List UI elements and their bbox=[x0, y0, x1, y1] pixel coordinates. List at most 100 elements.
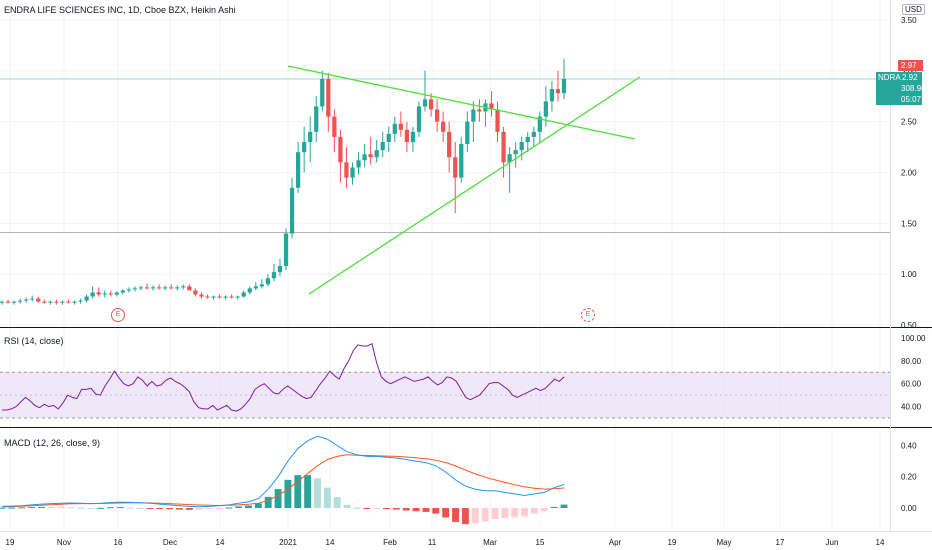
x-tick-label: 19 bbox=[668, 538, 677, 547]
candle-body bbox=[102, 293, 107, 295]
candle-body bbox=[199, 294, 204, 297]
candle-body bbox=[193, 290, 198, 295]
earnings-marker-1[interactable]: E bbox=[111, 308, 125, 322]
candle-body bbox=[138, 287, 144, 289]
candle-body bbox=[386, 133, 391, 142]
candle-body bbox=[561, 78, 567, 94]
macd-tick-label: 0.40 bbox=[901, 441, 917, 450]
macd-histogram-bar bbox=[0, 507, 6, 509]
macd-histogram-bar bbox=[18, 507, 26, 509]
macd-tick-label: 0.20 bbox=[901, 473, 917, 482]
x-tick-label: 11 bbox=[428, 538, 437, 547]
candle-body bbox=[18, 300, 23, 302]
macd-histogram-bar bbox=[254, 503, 262, 508]
candle-body bbox=[90, 292, 95, 297]
rsi-tick-label: 40.00 bbox=[901, 403, 922, 412]
candle-body bbox=[320, 78, 325, 107]
candle-body bbox=[537, 116, 542, 132]
candle-body bbox=[114, 292, 119, 295]
macd-histogram-bar bbox=[442, 508, 450, 518]
macd-histogram-bar bbox=[77, 507, 85, 509]
macd-histogram-bar bbox=[501, 508, 509, 519]
candle-body bbox=[356, 160, 361, 168]
candle-body bbox=[271, 272, 277, 279]
candle-body bbox=[235, 296, 240, 298]
x-tick-label: 14 bbox=[876, 538, 885, 547]
candle-body bbox=[501, 131, 506, 163]
candle-body bbox=[519, 142, 524, 151]
earnings-marker-2[interactable]: E bbox=[581, 308, 595, 322]
macd-histogram-bar bbox=[304, 475, 312, 508]
macd-histogram-bar bbox=[185, 508, 193, 510]
macd-signal-line bbox=[1, 454, 565, 508]
candle-body bbox=[72, 301, 77, 303]
macd-histogram-bar bbox=[136, 507, 144, 509]
candle-body bbox=[36, 298, 41, 302]
candle-body bbox=[211, 296, 216, 298]
macd-histogram-bar bbox=[323, 487, 331, 508]
macd-histogram-bar bbox=[452, 508, 459, 522]
candle-body bbox=[0, 301, 5, 303]
candle-body bbox=[441, 121, 446, 132]
candle-body bbox=[60, 301, 65, 303]
x-tick-label: 15 bbox=[536, 538, 545, 547]
change-percent-label: 308.98% bbox=[901, 84, 932, 93]
macd-histogram-bar bbox=[205, 508, 213, 510]
rsi-title: RSI (14, close) bbox=[4, 336, 64, 346]
candle-body bbox=[175, 287, 180, 289]
candle-body bbox=[507, 154, 512, 163]
macd-tick-label: 0.00 bbox=[901, 504, 917, 513]
macd-histogram-bar bbox=[550, 506, 558, 508]
candle-body bbox=[181, 286, 186, 288]
candle-body bbox=[434, 109, 440, 122]
candle-body bbox=[265, 278, 271, 285]
candle-body bbox=[126, 289, 132, 291]
candle-body bbox=[404, 129, 409, 142]
price-tick-label: 3.50 bbox=[901, 16, 917, 25]
candle-body bbox=[350, 167, 355, 178]
macd-histogram-bar bbox=[422, 508, 430, 512]
grid-layer bbox=[0, 0, 890, 531]
macd-histogram-bar bbox=[284, 479, 292, 508]
candle-body bbox=[549, 89, 555, 102]
candle-body bbox=[205, 296, 210, 298]
candle-body bbox=[11, 301, 17, 303]
candle-body bbox=[362, 154, 367, 161]
candle-body bbox=[66, 301, 71, 303]
macd-histogram-bar bbox=[264, 496, 272, 508]
x-tick-label: 14 bbox=[326, 538, 335, 547]
high-price-badge: 2.97 bbox=[898, 60, 923, 71]
macd-histogram-bar bbox=[363, 508, 371, 509]
candle-body bbox=[277, 266, 283, 273]
macd-histogram-bar bbox=[540, 508, 548, 512]
x-tick-label: Mar bbox=[483, 538, 497, 547]
macd-histogram-bar bbox=[37, 506, 45, 508]
macd-histogram-bar bbox=[343, 504, 351, 508]
macd-histogram-bar bbox=[156, 508, 164, 509]
candle-body bbox=[84, 296, 89, 301]
candle-body bbox=[48, 301, 53, 303]
candle-body bbox=[24, 299, 29, 301]
macd-histogram-bar bbox=[560, 504, 568, 508]
macd-histogram-bar bbox=[314, 478, 321, 508]
x-tick-label: 2021 bbox=[279, 538, 297, 547]
candle-body bbox=[229, 296, 234, 298]
macd-histogram-bar bbox=[215, 508, 223, 509]
x-tick-label: 17 bbox=[776, 538, 785, 547]
candle-body bbox=[380, 142, 385, 151]
macd-histogram-bar bbox=[461, 508, 469, 525]
last-price-label: 2.92 bbox=[902, 73, 918, 82]
macd-histogram-bar bbox=[8, 507, 16, 509]
countdown-label: 05:07:15 bbox=[901, 95, 932, 104]
candle-body bbox=[42, 301, 47, 303]
price-tick-label: 0.50 bbox=[901, 321, 917, 330]
candle-body bbox=[525, 136, 530, 142]
candle-body bbox=[108, 293, 113, 295]
macd-histogram-bar bbox=[481, 508, 489, 522]
price-tick-label: 1.50 bbox=[901, 219, 917, 228]
macd-histogram-bar bbox=[412, 508, 420, 512]
macd-histogram-bar bbox=[225, 507, 233, 509]
candle-body bbox=[392, 123, 397, 134]
candle-body bbox=[314, 106, 319, 132]
currency-label[interactable]: USD bbox=[902, 4, 925, 15]
